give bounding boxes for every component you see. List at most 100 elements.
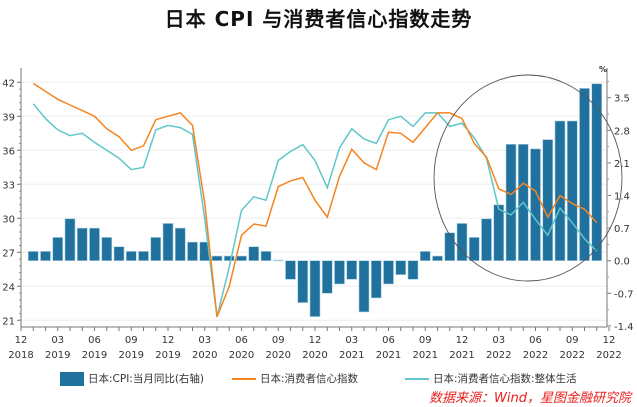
x-tick-month: 12 (15, 335, 28, 346)
x-tick-year: 2021 (413, 350, 438, 361)
data-source-note: 数据来源：Wind，星图金融研究院 (429, 391, 631, 406)
x-tick-month: 06 (235, 335, 248, 346)
cpi-bar (468, 237, 480, 262)
left-axis-tick-label: 30 (2, 214, 15, 225)
right-axis-tick-label: 0.0 (614, 257, 630, 268)
cpi-bar (187, 241, 198, 261)
cpi-bar (101, 237, 113, 262)
cpi-bar (260, 251, 272, 261)
x-tick-month: 12 (456, 335, 469, 346)
x-tick-year: 2018 (8, 350, 33, 361)
x-tick-month: 06 (88, 335, 101, 346)
legend-label-cpi: 日本:CPI:当月同比(右轴) (88, 373, 205, 385)
cpi-bar (481, 218, 492, 262)
legend-label-overall-life: 日本:消费者信心指数:整体生活 (433, 373, 577, 385)
cpi-bar (150, 237, 162, 262)
cpi-bar (138, 251, 149, 261)
x-tick-month: 12 (309, 335, 322, 346)
left-axis-tick-label: 36 (2, 146, 15, 157)
cpi-bar (542, 139, 554, 262)
x-tick-month: 03 (345, 335, 358, 346)
x-tick-month: 09 (272, 335, 285, 346)
cpi-bar (334, 260, 345, 285)
cpi-bar (321, 260, 333, 294)
x-tick-month: 12 (162, 335, 175, 346)
x-tick-year: 2020 (266, 350, 291, 361)
cpi-bar (285, 260, 296, 280)
cpi-bar (566, 120, 578, 261)
cpi-bar (309, 260, 321, 317)
cpi-bar (52, 237, 64, 262)
cpi-bar (407, 260, 419, 280)
legend-item-overall-life: 日本:消费者信心指数:整体生活 (405, 371, 577, 386)
x-tick-month: 09 (566, 335, 579, 346)
cpi-bar (236, 255, 247, 261)
left-axis-tick-label: 39 (2, 112, 15, 123)
x-tick-year: 2020 (192, 350, 217, 361)
x-tick-month: 03 (492, 335, 505, 346)
left-axis-tick-label: 24 (2, 282, 15, 293)
x-tick-year: 2022 (596, 350, 621, 361)
cpi-bar (273, 259, 284, 262)
cpi-bar (223, 255, 235, 261)
cpi-bar (493, 204, 505, 262)
x-tick-month: 06 (529, 335, 542, 346)
legend-swatch-confidence (232, 377, 256, 380)
highlight-circle (433, 74, 623, 282)
chart-title: 日本 CPI 与消费者信心指数走势 (164, 7, 473, 31)
cpi-bar (297, 260, 309, 303)
x-tick-year: 2019 (119, 350, 144, 361)
cpi-bar (89, 227, 100, 262)
cpi-bar (64, 218, 76, 262)
legend-item-cpi: 日本:CPI:当月同比(右轴) (60, 371, 204, 386)
legend-item-confidence: 日本:消费者信心指数 (232, 371, 358, 386)
x-tick-year: 2019 (82, 350, 107, 361)
x-tick-year: 2022 (560, 350, 585, 361)
x-tick-year: 2021 (449, 350, 474, 361)
cpi-bar (125, 251, 137, 261)
right-axis-tick-label: 2.8 (614, 126, 630, 137)
x-tick-month: 09 (419, 335, 432, 346)
right-axis-tick-label: -0.7 (614, 289, 634, 300)
cpi-bar (383, 260, 394, 285)
cpi-bar (591, 83, 603, 262)
cpi-bar (40, 251, 51, 261)
overall-life-line (32, 103, 598, 318)
cpi-bar (162, 223, 174, 261)
cpi-bar (113, 246, 125, 262)
legend-label-confidence: 日本:消费者信心指数 (260, 373, 359, 385)
right-axis-tick-label: 2.1 (614, 159, 630, 170)
cpi-bar (444, 232, 456, 261)
consumer-confidence-line (32, 82, 598, 318)
right-axis-tick-label: 3.5 (614, 94, 630, 105)
cpi-bar (554, 120, 566, 261)
x-tick-year: 2020 (302, 350, 327, 361)
x-tick-month: 09 (125, 335, 138, 346)
cpi-bar (432, 255, 443, 261)
x-tick-month: 12 (603, 335, 616, 346)
cpi-bar (456, 223, 468, 261)
legend-swatch-overall-life (405, 377, 429, 380)
x-tick-year: 2019 (155, 350, 180, 361)
x-tick-year: 2020 (229, 350, 254, 361)
right-axis-tick-label: 1.4 (614, 192, 630, 203)
x-tick-year: 2022 (523, 350, 548, 361)
right-axis-tick-label: 0.7 (614, 224, 630, 235)
cpi-bar (211, 255, 223, 261)
cpi-bar (358, 260, 370, 313)
cpi-bar (248, 246, 260, 262)
x-tick-year: 2022 (486, 350, 511, 361)
left-axis-tick-label: 21 (2, 316, 15, 327)
cpi-bar (395, 260, 407, 275)
cpi-bar (27, 251, 39, 261)
cpi-bar (174, 227, 186, 262)
x-tick-year: 2021 (339, 350, 364, 361)
left-axis-tick-label: 42 (2, 78, 15, 89)
right-axis-unit: % (599, 65, 607, 74)
cpi-bar (530, 148, 541, 262)
right-axis-tick-label: -1.4 (614, 322, 634, 333)
x-tick-month: 03 (198, 335, 211, 346)
x-tick-year: 2019 (45, 350, 70, 361)
